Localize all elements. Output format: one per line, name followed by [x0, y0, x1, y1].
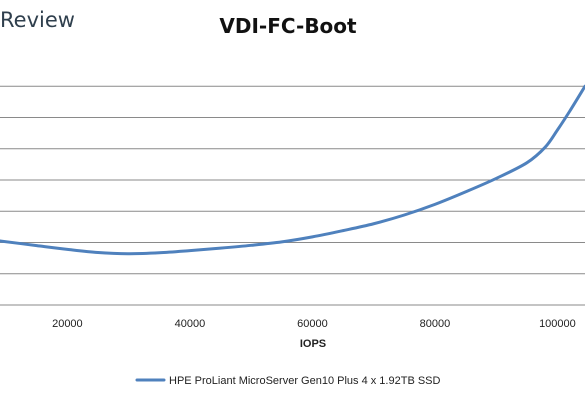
x-tick-label-0: 20000 — [52, 318, 83, 330]
legend: HPE ProLiant MicroServer Gen10 Plus 4 x … — [135, 375, 441, 387]
series-line — [0, 84, 585, 256]
brand-logo-text: Review — [0, 8, 75, 32]
legend-label: HPE ProLiant MicroServer Gen10 Plus 4 x … — [169, 375, 441, 387]
x-tick-label-1: 40000 — [175, 318, 206, 330]
x-tick-labels: 20000 40000 60000 80000 100000 — [52, 318, 576, 330]
grid-lines — [0, 85, 585, 306]
x-tick-label-4: 100000 — [539, 318, 576, 330]
x-tick-label-3: 80000 — [420, 318, 451, 330]
chart-title: VDI-FC-Boot — [219, 14, 357, 38]
x-tick-label-2: 60000 — [297, 318, 328, 330]
x-axis-title: IOPS — [300, 338, 326, 350]
